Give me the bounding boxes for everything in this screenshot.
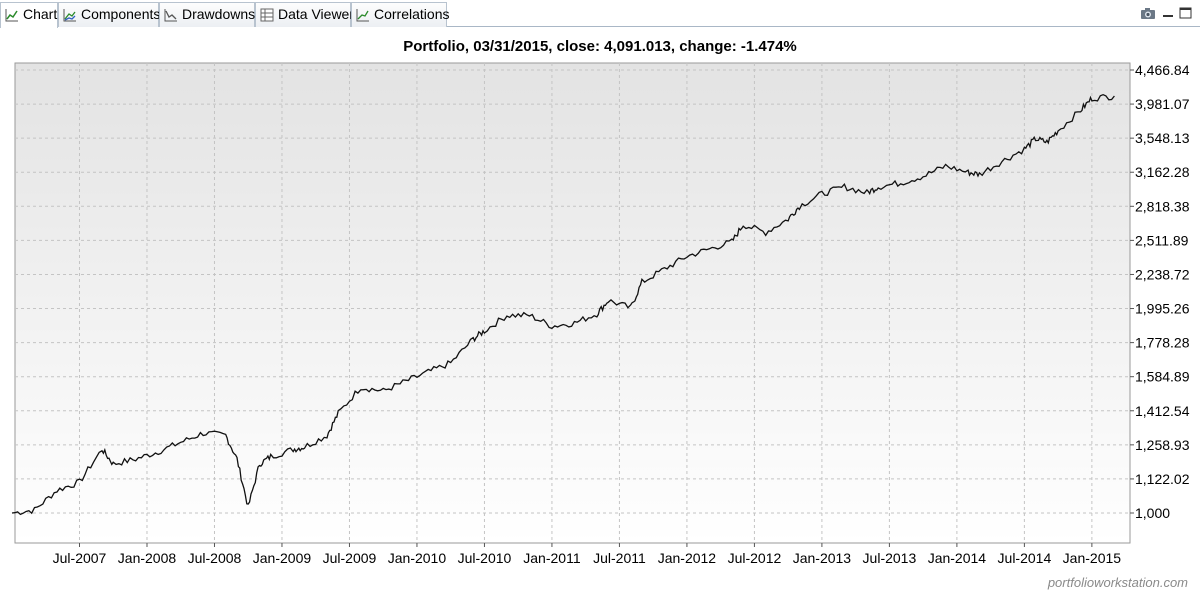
y-tick-label: 3,548.13 (1135, 130, 1190, 146)
camera-icon[interactable] (1140, 6, 1156, 20)
tab-label: Components (81, 6, 161, 22)
chart-title: Portfolio, 03/31/2015, close: 4,091.013,… (403, 38, 797, 55)
tab-label: Correlations (374, 6, 450, 22)
tab-chart[interactable]: Chart (0, 2, 58, 28)
y-tick-label: 3,981.07 (1135, 96, 1190, 112)
tab-data-viewer[interactable]: Data Viewer (255, 2, 355, 27)
x-tick-label: Jan-2014 (928, 550, 987, 566)
components-chart-icon (63, 9, 76, 22)
x-tick-label: Jul-2012 (728, 550, 782, 566)
x-axis: Jul-2007 Jan-2008 Jul-2008 Jan-2009 Jul-2009… (53, 543, 1122, 566)
plot-area (14, 62, 1131, 544)
x-tick-label: Jan-2012 (658, 550, 717, 566)
y-tick-label: 2,238.72 (1135, 266, 1190, 282)
x-tick-label: Jan-2009 (253, 550, 312, 566)
x-tick-label: Jan-2011 (523, 550, 581, 566)
line-chart-icon (5, 9, 18, 22)
table-icon (260, 8, 274, 22)
tab-label: Chart (23, 6, 58, 22)
x-tick-label: Jan-2015 (1063, 550, 1122, 566)
y-tick-label: 1,778.28 (1135, 335, 1190, 351)
x-tick-label: Jul-2011 (593, 550, 646, 566)
y-tick-label: 3,162.28 (1135, 164, 1190, 180)
y-tick-label: 1,412.54 (1135, 403, 1190, 419)
y-tick-label: 2,511.89 (1135, 232, 1189, 248)
x-tick-label: Jan-2010 (388, 550, 447, 566)
x-tick-label: Jul-2013 (863, 550, 917, 566)
y-tick-label: 1,258.93 (1135, 437, 1190, 453)
correlation-icon (356, 9, 369, 22)
maximize-icon[interactable] (1178, 6, 1194, 20)
tab-components[interactable]: Components (58, 2, 161, 27)
drawdown-chart-icon (164, 9, 177, 22)
y-axis: 4,466.84 3,981.07 3,548.13 3,162.28 2,818.38… (1130, 62, 1190, 521)
x-tick-label: Jul-2008 (188, 550, 242, 566)
x-tick-label: Jul-2009 (323, 550, 377, 566)
series-line (11, 93, 1115, 516)
x-tick-label: Jan-2013 (793, 550, 852, 566)
minimize-icon[interactable] (1160, 6, 1176, 20)
tab-bar: Chart Components Drawdowns Data Viewer C… (0, 0, 1200, 28)
x-tick-label: Jul-2007 (53, 550, 107, 566)
y-tick-label: 1,000 (1135, 505, 1170, 521)
tab-correlations[interactable]: Correlations (351, 2, 450, 27)
y-tick-label: 2,818.38 (1135, 198, 1190, 214)
x-tick-label: Jul-2014 (998, 550, 1052, 566)
grid (15, 63, 1130, 543)
y-tick-label: 1,584.89 (1135, 369, 1190, 385)
y-tick-label: 4,466.84 (1135, 62, 1190, 78)
x-tick-label: Jul-2010 (458, 550, 512, 566)
x-tick-label: Jan-2008 (118, 550, 177, 566)
y-tick-label: 1,122.02 (1135, 471, 1190, 487)
tab-drawdowns[interactable]: Drawdowns (159, 2, 255, 27)
y-tick-label: 1,995.26 (1135, 301, 1190, 317)
tab-label: Data Viewer (278, 6, 355, 22)
watermark: portfolioworkstation.com (1047, 575, 1188, 590)
tab-label: Drawdowns (182, 6, 256, 22)
